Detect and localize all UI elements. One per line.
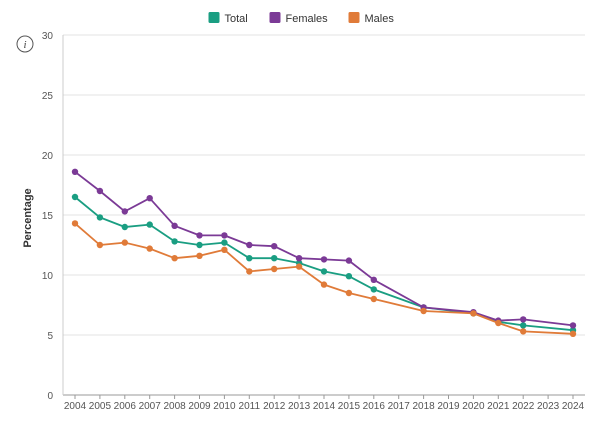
y-tick-label: 15 — [42, 211, 54, 222]
point-total-2004[interactable] — [71, 193, 79, 201]
series-line-females — [74, 171, 574, 327]
point-males-2010[interactable] — [221, 246, 228, 253]
point-females-2008[interactable] — [171, 222, 178, 229]
point-males-2024[interactable] — [569, 330, 577, 337]
point-females-2005[interactable] — [96, 187, 104, 195]
x-tick-label: 2022 — [512, 401, 535, 412]
point-females-2024[interactable] — [569, 322, 577, 329]
y-tick-label: 25 — [42, 91, 54, 102]
x-tick-label: 2014 — [313, 401, 336, 412]
x-tick-label: 2018 — [412, 401, 435, 412]
x-tick-label: 2004 — [64, 401, 87, 412]
x-tick-label: 2023 — [537, 401, 560, 412]
y-tick-label: 20 — [42, 151, 54, 162]
point-males-2015[interactable] — [345, 289, 353, 297]
point-males-2016[interactable] — [370, 295, 377, 303]
point-males-2013[interactable] — [295, 263, 303, 270]
legend-item-total[interactable]: Total — [208, 12, 248, 25]
point-females-2009[interactable] — [196, 232, 203, 239]
point-total-2016[interactable] — [370, 286, 377, 293]
x-axis: 2004 2005 2006 2007 2008 2009 2010 2011 2012 2013… — [64, 395, 585, 412]
point-males-2011[interactable] — [246, 268, 253, 275]
x-tick-label: 2006 — [114, 401, 137, 412]
point-females-2004[interactable] — [71, 168, 79, 175]
series-group — [71, 168, 577, 337]
point-males-2021[interactable] — [495, 319, 502, 327]
series-line-males — [74, 222, 574, 335]
y-tick-label: 30 — [42, 31, 54, 42]
x-tick-label: 2013 — [288, 401, 311, 412]
y-axis: 0 5 10 15 20 25 30 — [42, 31, 64, 402]
y-tick-label: 0 — [47, 391, 53, 402]
legend-swatch-males — [348, 12, 360, 23]
legend-item-females[interactable]: Females — [269, 12, 329, 25]
x-tick-label: 2017 — [388, 401, 411, 412]
point-total-2008[interactable] — [171, 238, 178, 245]
point-males-2012[interactable] — [271, 265, 278, 273]
legend-label-total: Total — [225, 13, 248, 25]
point-total-2015[interactable] — [345, 273, 353, 280]
point-males-2008[interactable] — [171, 255, 178, 262]
series-line-total — [74, 196, 574, 332]
legend-label-females: Females — [286, 13, 329, 25]
point-males-2007[interactable] — [146, 245, 153, 252]
point-females-2010[interactable] — [221, 232, 228, 239]
point-total-2006[interactable] — [121, 223, 128, 231]
point-males-2018[interactable] — [420, 307, 427, 315]
y-axis-label: Percentage — [22, 188, 34, 247]
point-total-2010[interactable] — [221, 239, 228, 246]
point-females-2015[interactable] — [345, 257, 353, 264]
point-males-2009[interactable] — [196, 252, 203, 259]
point-males-2006[interactable] — [121, 239, 128, 246]
point-females-2012[interactable] — [271, 243, 278, 250]
x-tick-label: 2012 — [263, 401, 286, 412]
legend: Total Females Males — [208, 12, 395, 25]
point-males-2014[interactable] — [320, 281, 328, 288]
point-females-2011[interactable] — [246, 241, 253, 249]
x-tick-label: 2021 — [487, 401, 510, 412]
point-males-2005[interactable] — [96, 241, 104, 249]
x-tick-label: 2015 — [338, 401, 361, 412]
grid — [63, 34, 585, 396]
x-tick-label: 2011 — [239, 401, 261, 412]
x-tick-label: 2019 — [437, 401, 460, 412]
info-icon-glyph: i — [23, 39, 26, 51]
point-total-2012[interactable] — [271, 255, 278, 262]
point-total-2011[interactable] — [246, 255, 253, 262]
point-females-2007[interactable] — [146, 195, 153, 202]
x-tick-label: 2016 — [363, 401, 386, 412]
point-females-2013[interactable] — [295, 255, 303, 262]
series-males — [71, 220, 577, 337]
point-males-2004[interactable] — [71, 220, 79, 227]
y-tick-label: 10 — [42, 271, 54, 282]
x-tick-label: 2020 — [462, 401, 485, 412]
x-tick-label: 2008 — [163, 401, 186, 412]
point-females-2006[interactable] — [121, 208, 128, 215]
x-tick-label: 2005 — [89, 401, 112, 412]
point-total-2022[interactable] — [520, 322, 527, 329]
legend-swatch-total — [208, 12, 220, 23]
point-females-2016[interactable] — [370, 276, 377, 283]
legend-item-males[interactable]: Males — [348, 12, 395, 25]
point-males-2022[interactable] — [520, 328, 527, 335]
point-total-2014[interactable] — [320, 268, 328, 275]
point-males-2020[interactable] — [470, 310, 477, 317]
y-tick-label: 5 — [47, 331, 53, 342]
x-tick-label: 2007 — [139, 401, 162, 412]
point-total-2005[interactable] — [96, 214, 104, 221]
point-females-2022[interactable] — [520, 316, 527, 323]
point-total-2009[interactable] — [196, 241, 203, 249]
x-tick-label: 2010 — [213, 401, 236, 412]
x-tick-label: 2009 — [188, 401, 211, 412]
x-tick-label: 2024 — [562, 401, 585, 412]
info-icon[interactable]: i — [16, 35, 34, 53]
legend-label-males: Males — [365, 13, 395, 25]
point-females-2014[interactable] — [320, 256, 328, 263]
legend-swatch-females — [269, 12, 281, 23]
point-total-2007[interactable] — [146, 221, 153, 228]
